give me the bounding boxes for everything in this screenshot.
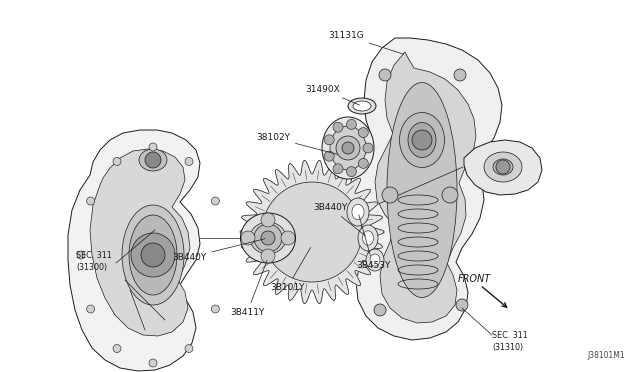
Text: 3B440Y: 3B440Y <box>313 203 366 236</box>
Polygon shape <box>68 130 200 371</box>
Circle shape <box>342 142 354 154</box>
Polygon shape <box>464 140 542 195</box>
Circle shape <box>86 197 95 205</box>
Text: 3B411Y: 3B411Y <box>230 261 267 317</box>
Circle shape <box>113 344 121 353</box>
Circle shape <box>363 143 373 153</box>
Circle shape <box>185 344 193 353</box>
Ellipse shape <box>129 215 177 295</box>
Circle shape <box>333 164 343 174</box>
Circle shape <box>358 158 369 169</box>
Ellipse shape <box>493 159 513 175</box>
Circle shape <box>145 152 161 168</box>
Circle shape <box>131 233 175 277</box>
Circle shape <box>358 128 369 138</box>
Ellipse shape <box>250 222 286 254</box>
Text: 38102Y: 38102Y <box>256 133 337 154</box>
Circle shape <box>496 160 510 174</box>
Polygon shape <box>90 149 190 336</box>
Circle shape <box>281 231 295 245</box>
Circle shape <box>346 119 356 129</box>
Ellipse shape <box>362 231 374 245</box>
Circle shape <box>333 122 343 132</box>
Text: 31490X: 31490X <box>305 85 360 105</box>
Text: (31310): (31310) <box>492 343 523 352</box>
Ellipse shape <box>358 225 378 251</box>
Polygon shape <box>240 160 384 304</box>
Circle shape <box>442 187 458 203</box>
Text: J38101M1: J38101M1 <box>588 351 625 360</box>
Ellipse shape <box>399 112 445 167</box>
Circle shape <box>261 213 275 227</box>
Circle shape <box>346 167 356 177</box>
Ellipse shape <box>370 254 380 266</box>
Polygon shape <box>350 38 502 340</box>
Ellipse shape <box>366 249 384 271</box>
Circle shape <box>261 231 275 245</box>
Circle shape <box>324 135 334 145</box>
Ellipse shape <box>348 98 376 114</box>
Text: 3B453Y: 3B453Y <box>356 215 390 270</box>
Text: 31131G: 31131G <box>328 31 403 54</box>
Circle shape <box>141 243 165 267</box>
Ellipse shape <box>352 204 364 220</box>
Circle shape <box>86 305 95 313</box>
Ellipse shape <box>484 152 522 182</box>
Text: SEC. 311: SEC. 311 <box>76 251 112 260</box>
Ellipse shape <box>122 205 184 305</box>
Ellipse shape <box>241 213 296 263</box>
Circle shape <box>149 359 157 367</box>
Ellipse shape <box>330 126 366 170</box>
Text: SEC. 311: SEC. 311 <box>492 331 528 340</box>
Circle shape <box>379 69 391 81</box>
Polygon shape <box>375 52 476 323</box>
Circle shape <box>211 305 220 313</box>
Circle shape <box>324 151 334 161</box>
Text: 3B101Y: 3B101Y <box>270 247 310 292</box>
Circle shape <box>382 187 398 203</box>
Text: FRONT: FRONT <box>458 274 492 284</box>
Circle shape <box>456 299 468 311</box>
Circle shape <box>412 130 432 150</box>
Circle shape <box>77 251 85 259</box>
Text: (31300): (31300) <box>76 263 107 272</box>
Circle shape <box>261 249 275 263</box>
Ellipse shape <box>322 117 374 179</box>
Ellipse shape <box>387 83 457 298</box>
Circle shape <box>185 157 193 166</box>
Circle shape <box>454 69 466 81</box>
Circle shape <box>336 136 360 160</box>
Ellipse shape <box>347 198 369 226</box>
Text: 3B440Y: 3B440Y <box>172 239 266 262</box>
Circle shape <box>241 231 255 245</box>
Circle shape <box>113 157 121 166</box>
Ellipse shape <box>408 122 436 157</box>
Circle shape <box>262 182 362 282</box>
Circle shape <box>254 224 282 252</box>
Ellipse shape <box>353 101 371 111</box>
Circle shape <box>149 143 157 151</box>
Circle shape <box>211 197 220 205</box>
Circle shape <box>374 304 386 316</box>
Ellipse shape <box>139 149 167 171</box>
